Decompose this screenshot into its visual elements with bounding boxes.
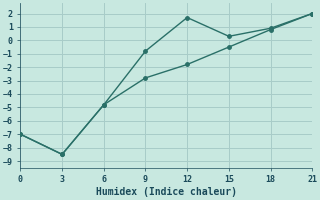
X-axis label: Humidex (Indice chaleur): Humidex (Indice chaleur) bbox=[96, 187, 237, 197]
